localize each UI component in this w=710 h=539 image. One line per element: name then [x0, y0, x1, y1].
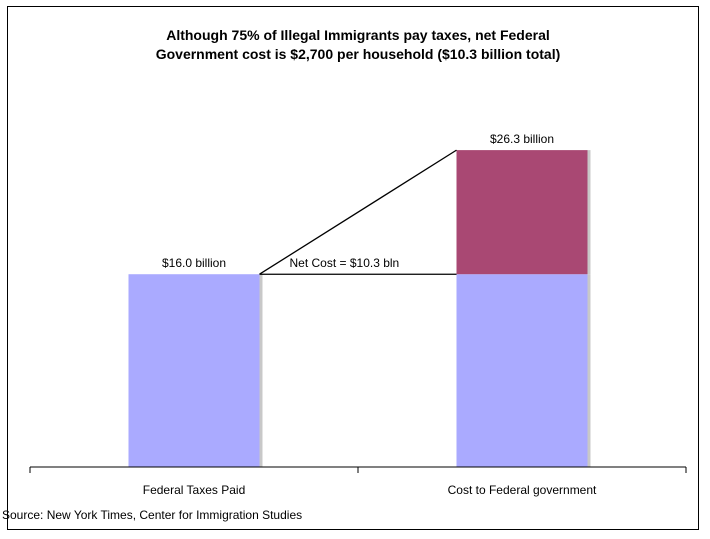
data-label-1: $16.0 billion [162, 256, 226, 270]
bar-2-segment-1-shadow [587, 274, 591, 467]
net-cost-annotation: Net Cost = $10.3 bln [290, 256, 400, 270]
source-note: Source: New York Times, Center for Immig… [2, 508, 303, 522]
bar-1-segment-1-shadow [259, 274, 263, 467]
bar-2-segment-1 [456, 274, 588, 467]
x-tick-label-2: Cost to Federal government [448, 483, 597, 497]
data-label-2: $26.3 billion [490, 132, 554, 146]
bar-2-segment-2 [456, 150, 588, 275]
bar-2-segment-2-shadow [587, 150, 591, 275]
bar-1-segment-1 [128, 274, 260, 467]
net-cost-diagonal-connector [259, 149, 457, 275]
chart-title-line-2: Government cost is $2,700 per household … [156, 46, 561, 62]
x-tick-label-1: Federal Taxes Paid [143, 483, 246, 497]
chart-title-line-1: Although 75% of Illegal Immigrants pay t… [166, 27, 550, 43]
plot-area: Federal Taxes Paid Cost to Federal govern… [29, 132, 687, 497]
